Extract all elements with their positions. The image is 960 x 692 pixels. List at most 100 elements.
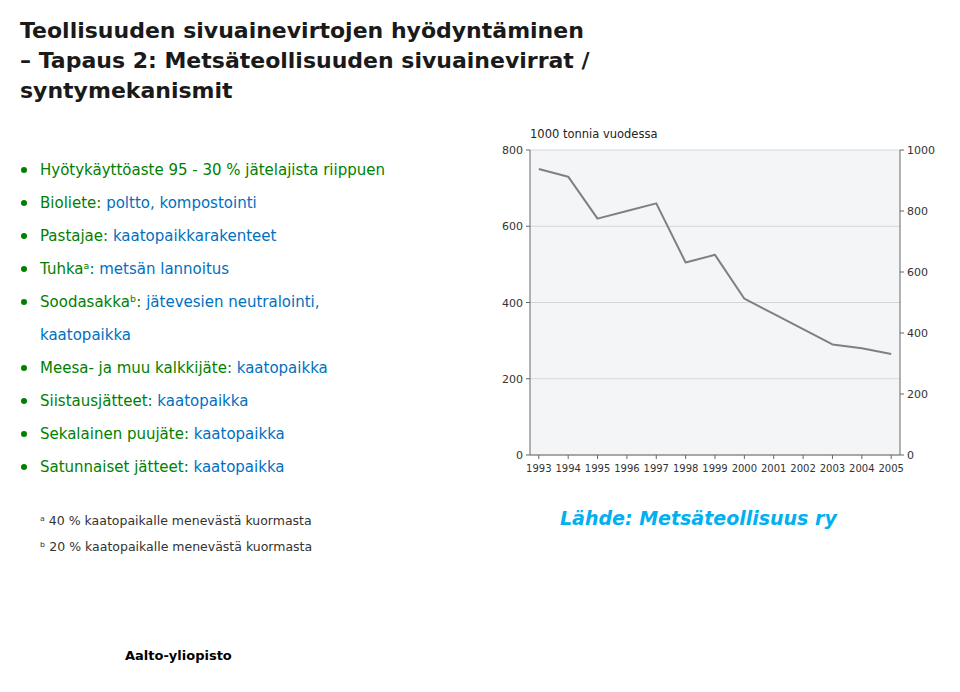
x-tick-label: 1999 [702,463,727,474]
y-tick-label: 400 [502,297,523,310]
x-tick [538,455,539,459]
bullet-text: Satunnaiset jätteet: [40,458,193,476]
y2-tick [900,150,904,151]
x-tick [744,455,745,459]
bullet-dot [21,299,27,305]
y-tick [526,150,530,151]
bullet-item: Pastajae: kaatopaikkarakenteet [40,227,277,245]
x-tick [656,455,657,459]
bullet-item: Bioliete: poltto, kompostointi [40,194,257,212]
bullet-dot [21,266,27,272]
subtitle: syntymekanismit [20,78,233,103]
footnote: ᵇ 20 % kaatopaikalle menevästä kuormasta [40,539,312,554]
grid-line [530,226,900,227]
y-tick [526,302,530,303]
series-group [539,169,891,354]
x-tick-label: 1997 [644,463,669,474]
bullet-dot [21,200,27,206]
footer: Aalto-yliopisto [125,648,232,663]
bullet-dot [21,464,27,470]
bullet-text: kaatopaikka [40,326,131,344]
y2-tick-label: 600 [907,266,928,279]
y-tick [526,455,530,456]
x-tick-label: 2004 [849,463,874,474]
plot-area [530,150,900,455]
bullet-text: kaatopaikka [157,392,248,410]
y-tick [526,378,530,379]
data-line [539,169,891,354]
x-tick-label: 2002 [790,463,815,474]
title: Teollisuuden sivuainevirtojen hyödyntämi… [20,18,584,43]
y2-tick-label: 1000 [907,144,935,157]
bullet-dot [21,431,27,437]
y2-tick-label: 0 [907,449,914,462]
bullet-text: Meesa- ja muu kalkkijäte: [40,359,237,377]
y2-tick [900,272,904,273]
x-tick [568,455,569,459]
x-tick [891,455,892,459]
x-tick [861,455,862,459]
y-tick-label: 0 [516,449,523,462]
y2-tick-label: 200 [907,388,928,401]
x-tick [715,455,716,459]
bullet-dot [21,233,27,239]
y-axis-label: 1000 tonnia vuodessa [530,127,657,141]
x-axis-line [530,455,900,456]
chart: 0 200 400 600 800 0 200 400 600 800 1000 1993 1994 19… [502,127,935,474]
grid-line [530,302,900,303]
bullet-text: Pastajae: [40,227,113,245]
bullet-dot [21,398,27,404]
subtitle: – Tapaus 2: Metsäteollisuuden sivuainevi… [20,48,591,73]
y2-tick [900,211,904,212]
y2-axis-line [900,150,901,455]
x-tick-label: 1994 [555,463,580,474]
bullet-text: metsän lannoitus [99,260,229,278]
source: Lähde: Metsäteollisuus ry [560,507,838,529]
bullet-text: kaatopaikka [194,425,285,443]
bullet-text: kaatopaikka [193,458,284,476]
y2-tick [900,333,904,334]
x-tick [597,455,598,459]
bullet-text: kaatopaikka [237,359,328,377]
y2-tick-label: 400 [907,327,928,340]
bullet-item: Sekalainen puujäte: kaatopaikka [40,425,285,443]
y2-tick [900,394,904,395]
y-tick [526,226,530,227]
bullet-text: jätevesien neutralointi, [145,293,319,311]
x-tick-label: 1998 [673,463,698,474]
bullet-text: Hyötykäyttöaste 95 - 30 % jätelajista ri… [40,161,385,179]
x-tick [773,455,774,459]
y-tick-label: 200 [502,373,523,386]
footnote: ᵃ 40 % kaatopaikalle menevästä kuormasta [40,513,312,528]
x-tick-label: 2000 [732,463,757,474]
x-tick-label: 2003 [820,463,845,474]
y2-tick [900,455,904,456]
bullet-item: Tuhkaᵃ: metsän lannoitus [39,260,229,278]
bullet-text: Tuhkaᵃ: [39,260,99,278]
y-axis-line [530,150,531,455]
x-tick-label: 2005 [878,463,903,474]
bullet-text: kaatopaikkarakenteet [113,227,277,245]
bullet-text: Soodasakkaᵇ: [40,293,146,311]
bullet-text: poltto, kompostointi [106,194,257,212]
x-tick [832,455,833,459]
x-tick-label: 2001 [761,463,786,474]
grid-line [530,378,900,379]
bullet-item: Meesa- ja muu kalkkijäte: kaatopaikka [40,359,328,377]
bullet-item: Hyötykäyttöaste 95 - 30 % jätelajista ri… [40,161,385,179]
x-tick [803,455,804,459]
bullet-item: Soodasakkaᵇ: jätevesien neutralointi, kaa… [40,293,320,344]
y-tick-label: 800 [502,144,523,157]
slide: Teollisuuden sivuainevirtojen hyödyntämi… [0,0,960,692]
grid-line [530,455,900,456]
bullet-dot [21,167,27,173]
grid-line [530,150,900,151]
bullet-text: Sekalainen puujäte: [40,425,194,443]
y-tick-label: 600 [502,220,523,233]
x-tick-label: 1995 [585,463,610,474]
bullet-text: Siistausjätteet: [40,392,157,410]
x-tick [626,455,627,459]
y2-tick-label: 800 [907,205,928,218]
bullet-text: Bioliete: [40,194,106,212]
x-tick-label: 1993 [526,463,551,474]
